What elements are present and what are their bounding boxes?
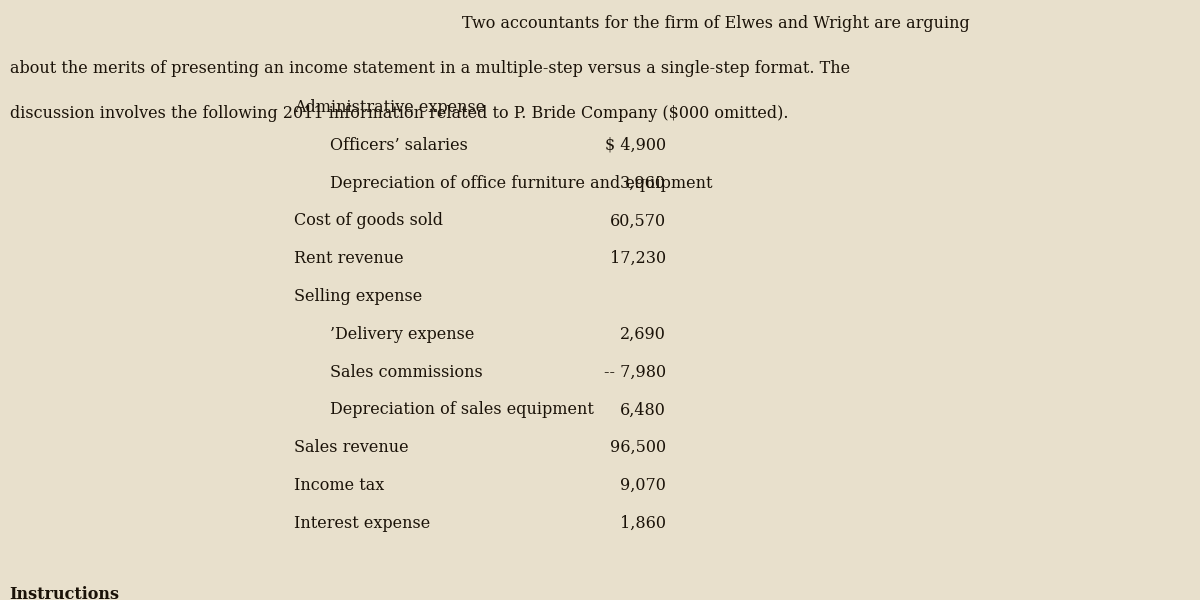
Text: discussion involves the following 2011 information related to P. Bride Company (: discussion involves the following 2011 i… <box>10 105 788 122</box>
Text: Cost of goods sold: Cost of goods sold <box>294 212 443 229</box>
Text: Interest expense: Interest expense <box>294 515 431 532</box>
Text: Officers’ salaries: Officers’ salaries <box>330 137 468 154</box>
Text: ’Delivery expense: ’Delivery expense <box>330 326 474 343</box>
Text: Depreciation of office furniture and equipment: Depreciation of office furniture and equ… <box>330 175 713 191</box>
Text: 9,070: 9,070 <box>620 477 666 494</box>
Text: Administrative expense: Administrative expense <box>294 99 485 116</box>
Text: 1,860: 1,860 <box>620 515 666 532</box>
Text: Sales commissions: Sales commissions <box>330 364 482 380</box>
Text: 2,690: 2,690 <box>620 326 666 343</box>
Text: Income tax: Income tax <box>294 477 384 494</box>
Text: 17,230: 17,230 <box>610 250 666 267</box>
Text: -- 7,980: -- 7,980 <box>604 364 666 380</box>
Text: 6,480: 6,480 <box>620 401 666 418</box>
Text: Instructions: Instructions <box>10 586 120 600</box>
Text: 3,960: 3,960 <box>620 175 666 191</box>
Text: 96,500: 96,500 <box>610 439 666 456</box>
Text: Depreciation of sales equipment: Depreciation of sales equipment <box>330 401 594 418</box>
Text: 60,570: 60,570 <box>610 212 666 229</box>
Text: Sales revenue: Sales revenue <box>294 439 409 456</box>
Text: about the merits of presenting an income statement in a multiple-step versus a s: about the merits of presenting an income… <box>10 60 850 77</box>
Text: Rent revenue: Rent revenue <box>294 250 403 267</box>
Text: Selling expense: Selling expense <box>294 288 422 305</box>
Text: Two accountants for the firm of Elwes and Wright are arguing: Two accountants for the firm of Elwes an… <box>462 15 970 32</box>
Text: $ 4,900: $ 4,900 <box>605 137 666 154</box>
